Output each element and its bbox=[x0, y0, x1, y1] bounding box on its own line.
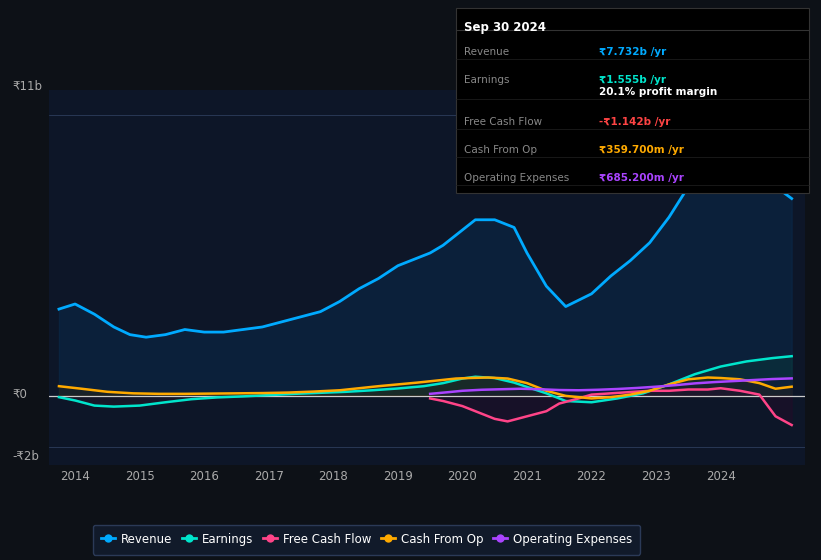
Text: 20.1% profit margin: 20.1% profit margin bbox=[599, 87, 718, 97]
Text: ₹11b: ₹11b bbox=[12, 80, 43, 94]
Text: Operating Expenses: Operating Expenses bbox=[464, 173, 569, 183]
Legend: Revenue, Earnings, Free Cash Flow, Cash From Op, Operating Expenses: Revenue, Earnings, Free Cash Flow, Cash … bbox=[93, 525, 640, 554]
Text: Free Cash Flow: Free Cash Flow bbox=[464, 116, 542, 127]
Text: ₹0: ₹0 bbox=[12, 388, 27, 402]
Text: ₹7.732b /yr: ₹7.732b /yr bbox=[599, 46, 667, 57]
Text: Earnings: Earnings bbox=[464, 75, 509, 85]
Text: Sep 30 2024: Sep 30 2024 bbox=[464, 21, 546, 34]
Text: -₹1.142b /yr: -₹1.142b /yr bbox=[599, 116, 671, 127]
Text: Revenue: Revenue bbox=[464, 46, 509, 57]
Text: Cash From Op: Cash From Op bbox=[464, 145, 537, 155]
Text: ₹685.200m /yr: ₹685.200m /yr bbox=[599, 173, 684, 183]
Text: ₹359.700m /yr: ₹359.700m /yr bbox=[599, 145, 684, 155]
Text: ₹1.555b /yr: ₹1.555b /yr bbox=[599, 75, 667, 85]
Text: -₹2b: -₹2b bbox=[12, 450, 39, 463]
